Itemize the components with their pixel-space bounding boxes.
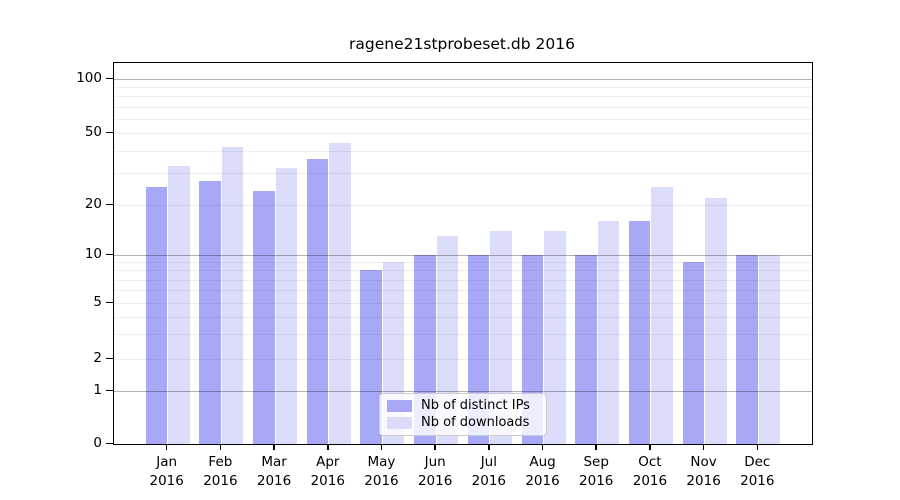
legend-entry-downloads: Nb of downloads: [387, 415, 538, 431]
bar-downloads-nov: [705, 197, 727, 444]
y-tick-mark-20: [106, 203, 113, 205]
bar-distinct-ips-apr: [306, 158, 329, 444]
x-tick-mark-jul: [488, 444, 490, 450]
legend: Nb of distinct IPs Nb of downloads: [379, 393, 547, 436]
x-tick-mark-nov: [702, 444, 705, 450]
y-tick-mark-5: [106, 301, 113, 303]
x-tick-mark-jan: [165, 444, 168, 450]
bar-distinct-ips-feb: [199, 181, 221, 444]
bar-downloads-apr: [329, 143, 351, 444]
x-tick-label-dec: Dec 2016: [740, 454, 775, 489]
y-tick-label-2: 2: [93, 350, 102, 366]
x-tick-mark-mar: [273, 444, 275, 450]
x-tick-label-jun: Jun 2016: [417, 454, 453, 489]
gridline-y-90: [114, 87, 812, 89]
x-tick-mark-dec: [756, 444, 759, 450]
bar-distinct-ips-dec: [736, 255, 758, 444]
x-tick-label-may: May 2016: [364, 454, 399, 489]
x-tick-label-jul: Jul 2016: [471, 454, 507, 489]
gridline-y-70: [114, 106, 812, 108]
bar-distinct-ips-nov: [682, 262, 705, 444]
x-tick-mark-aug: [541, 444, 544, 450]
gridline-y-40: [114, 150, 812, 152]
bar-downloads-mar: [275, 168, 298, 444]
x-tick-mark-sep: [595, 444, 597, 450]
gridline-y-80: [114, 96, 812, 98]
bar-downloads-dec: [758, 255, 781, 444]
gridline-y-50: [114, 133, 812, 134]
gridline-y-2: [114, 359, 812, 360]
gridline-y-30: [114, 173, 812, 175]
gridline-y-3: [114, 334, 812, 336]
bar-downloads-jun: [436, 236, 459, 444]
gridline-y-8: [114, 270, 812, 272]
y-tick-mark-0: [106, 442, 113, 444]
x-tick-mark-jun: [434, 444, 436, 450]
bar-downloads-oct: [651, 187, 673, 444]
legend-label-distinct-ips: Nb of distinct IPs: [421, 398, 530, 413]
y-tick-mark-100: [106, 77, 113, 79]
x-tick-label-oct: Oct 2016: [632, 454, 668, 489]
x-tick-mark-feb: [219, 444, 222, 450]
gridline-y-20: [114, 205, 812, 206]
x-tick-mark-oct: [649, 444, 651, 450]
y-tick-mark-50: [106, 131, 113, 133]
gridline-y-5: [114, 303, 812, 304]
gridline-y-6: [114, 290, 812, 292]
bar-downloads-jan: [168, 165, 190, 444]
x-tick-label-sep: Sep 2016: [579, 454, 614, 489]
x-tick-label-feb: Feb 2016: [203, 454, 238, 489]
y-tick-label-10: 10: [84, 246, 102, 262]
bar-distinct-ips-mar: [253, 190, 275, 444]
x-tick-mark-may: [380, 444, 383, 450]
y-tick-label-50: 50: [84, 124, 102, 140]
legend-swatch-downloads-icon: [387, 417, 412, 429]
gridline-y-10: [114, 255, 812, 256]
y-tick-mark-1: [106, 389, 113, 391]
bar-downloads-aug: [544, 230, 566, 444]
x-tick-label-apr: Apr 2016: [310, 454, 345, 489]
chart-title: ragene21stprobeset.db 2016: [349, 35, 575, 53]
y-tick-label-5: 5: [93, 294, 102, 310]
legend-swatch-distinct-ips-icon: [387, 400, 412, 412]
y-tick-label-100: 100: [76, 70, 102, 86]
y-tick-mark-2: [106, 357, 113, 359]
y-tick-mark-10: [106, 253, 113, 255]
x-tick-label-jan: Jan 2016: [149, 454, 184, 489]
bar-distinct-ips-sep: [575, 255, 597, 444]
bar-downloads-jul: [490, 230, 512, 444]
bar-distinct-ips-jan: [145, 187, 168, 444]
bar-downloads-sep: [597, 221, 620, 444]
legend-label-downloads: Nb of downloads: [421, 415, 530, 430]
x-tick-label-mar: Mar 2016: [256, 454, 292, 489]
gridline-y-60: [114, 118, 812, 120]
gridline-y-7: [114, 279, 812, 281]
gridline-y-1: [114, 391, 812, 392]
gridline-y-4: [114, 316, 812, 318]
y-tick-label-20: 20: [84, 196, 102, 212]
x-tick-mark-apr: [327, 444, 329, 450]
y-tick-label-0: 0: [93, 435, 102, 451]
plot-area: [113, 62, 813, 445]
gridline-y-100: [114, 79, 812, 80]
y-tick-label-1: 1: [93, 382, 102, 398]
x-tick-label-aug: Aug 2016: [525, 454, 560, 489]
bar-distinct-ips-oct: [628, 221, 651, 444]
bar-downloads-feb: [221, 146, 244, 444]
x-tick-label-nov: Nov 2016: [686, 454, 721, 489]
bar-distinct-ips-may: [360, 270, 382, 444]
gridline-y-9: [114, 262, 812, 264]
legend-entry-distinct-ips: Nb of distinct IPs: [387, 398, 538, 414]
